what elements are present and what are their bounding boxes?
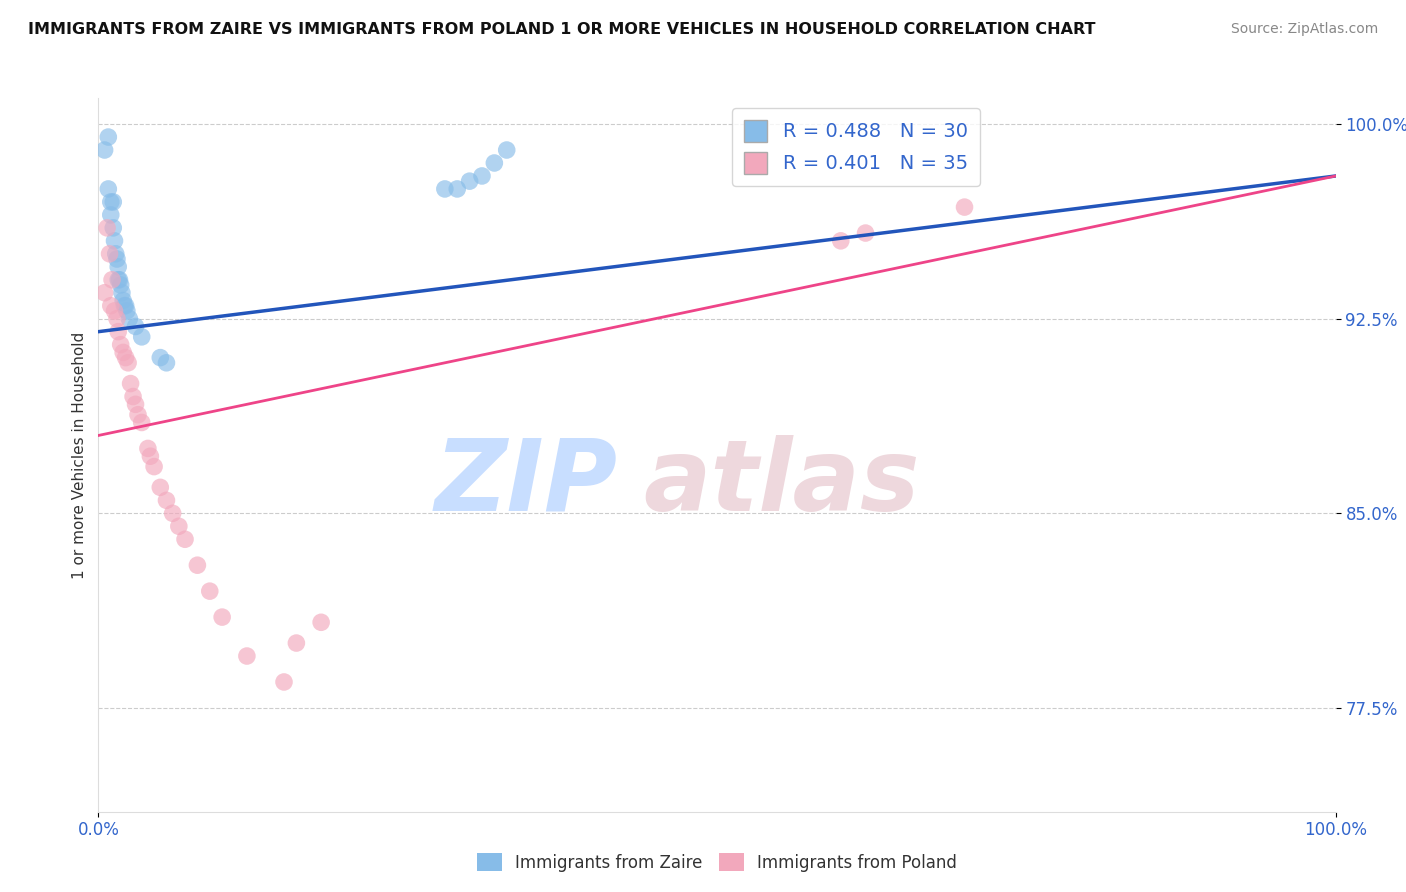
Text: IMMIGRANTS FROM ZAIRE VS IMMIGRANTS FROM POLAND 1 OR MORE VEHICLES IN HOUSEHOLD : IMMIGRANTS FROM ZAIRE VS IMMIGRANTS FROM…: [28, 22, 1095, 37]
Point: [162, 506, 184, 520]
Point: [107, 325, 129, 339]
Point: [211, 610, 233, 624]
Point: [110, 277, 132, 292]
Point: [107, 273, 129, 287]
Point: [127, 408, 149, 422]
Point: [115, 304, 138, 318]
Point: [117, 356, 139, 370]
Point: [93, 285, 115, 300]
Point: [167, 519, 190, 533]
Point: [97, 130, 120, 145]
Point: [114, 351, 136, 365]
Point: [93, 143, 115, 157]
Point: [174, 533, 197, 547]
Point: [112, 345, 135, 359]
Point: [149, 480, 172, 494]
Point: [446, 182, 468, 196]
Point: [120, 376, 142, 391]
Point: [124, 319, 146, 334]
Point: [110, 337, 132, 351]
Point: [309, 615, 332, 630]
Point: [953, 200, 976, 214]
Point: [433, 182, 456, 196]
Point: [103, 304, 125, 318]
Point: [105, 252, 128, 266]
Point: [114, 299, 136, 313]
Point: [100, 208, 122, 222]
Point: [155, 493, 177, 508]
Point: [495, 143, 517, 157]
Point: [236, 648, 259, 663]
Text: Source: ZipAtlas.com: Source: ZipAtlas.com: [1230, 22, 1378, 37]
Point: [100, 194, 122, 209]
Point: [136, 442, 159, 456]
Point: [186, 558, 208, 573]
Point: [103, 234, 125, 248]
Text: ZIP: ZIP: [434, 435, 619, 532]
Point: [484, 156, 506, 170]
Point: [98, 247, 121, 261]
Point: [131, 416, 153, 430]
Point: [107, 260, 129, 274]
Point: [118, 311, 141, 326]
Point: [285, 636, 308, 650]
Point: [105, 311, 128, 326]
Point: [112, 293, 135, 308]
Point: [96, 220, 118, 235]
Point: [155, 356, 177, 370]
Point: [111, 285, 134, 300]
Point: [471, 169, 494, 183]
Point: [103, 194, 125, 209]
Point: [830, 234, 852, 248]
Point: [108, 273, 131, 287]
Point: [101, 273, 124, 287]
Y-axis label: 1 or more Vehicles in Household: 1 or more Vehicles in Household: [72, 331, 87, 579]
Legend: Immigrants from Zaire, Immigrants from Poland: Immigrants from Zaire, Immigrants from P…: [470, 847, 965, 879]
Point: [458, 174, 481, 188]
Point: [143, 459, 166, 474]
Point: [139, 449, 162, 463]
Point: [131, 330, 153, 344]
Point: [273, 675, 295, 690]
Point: [122, 390, 145, 404]
Point: [112, 299, 135, 313]
Point: [103, 220, 125, 235]
Point: [149, 351, 172, 365]
Point: [198, 584, 221, 599]
Point: [97, 182, 120, 196]
Point: [100, 299, 122, 313]
Point: [855, 226, 877, 240]
Point: [124, 397, 146, 411]
Text: atlas: atlas: [643, 435, 920, 532]
Point: [104, 247, 127, 261]
